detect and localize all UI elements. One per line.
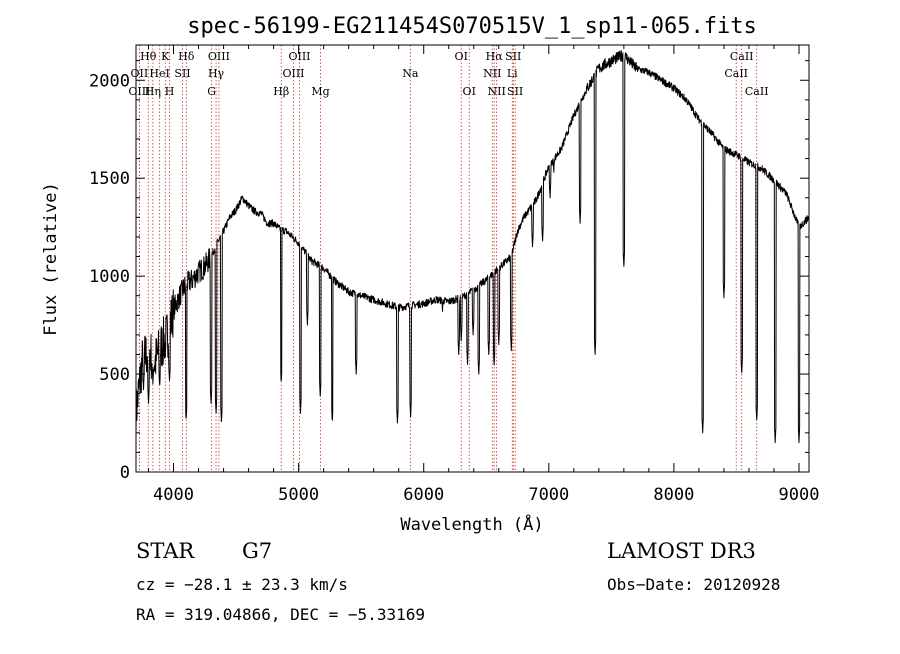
x-tick-label: 9000 xyxy=(779,485,820,505)
y-tick-label: 500 xyxy=(99,365,130,385)
spectral-line-label: Hδ xyxy=(178,50,195,63)
spectral-line-label: Hα xyxy=(486,50,504,63)
spectral-line-label: K xyxy=(161,50,170,63)
y-axis-ticks: 0 500 1000 1500 2000 xyxy=(89,60,809,483)
spectral-line-label: OIII xyxy=(208,50,230,63)
y-tick-label: 2000 xyxy=(89,71,130,91)
spectral-line-label: Mg xyxy=(311,85,329,98)
spectrum-series xyxy=(135,50,810,444)
spectral-line-label: NII xyxy=(487,85,505,98)
object-subclass: G7 xyxy=(242,539,272,563)
spectral-line-label: OIII xyxy=(128,85,150,98)
spectral-line-label: Hβ xyxy=(273,85,289,98)
spectral-line-label: CaII xyxy=(730,50,754,63)
x-tick-label: 8000 xyxy=(653,485,694,505)
spectral-line-label: CaII xyxy=(724,67,748,80)
redshift-readout: cz = −28.1 ± 23.3 km/s xyxy=(136,575,348,594)
spectral-line-label: CaII xyxy=(745,85,769,98)
observation-date: Obs−Date: 20120928 xyxy=(607,575,780,594)
spectral-line-label: OIII xyxy=(288,50,310,63)
x-tick-label: 5000 xyxy=(278,485,319,505)
plot-frame xyxy=(135,44,810,473)
spectral-line-label: Hγ xyxy=(208,67,225,80)
spectral-line-label: Hη xyxy=(145,85,161,98)
spectral-line-label: NII xyxy=(483,67,501,80)
spectrum-line xyxy=(135,50,810,444)
spectral-line-label: SII xyxy=(174,67,190,80)
survey-name: LAMOST DR3 xyxy=(607,539,756,563)
spectral-line-label: OI xyxy=(455,50,468,63)
x-axis-ticks: 4000 5000 6000 7000 8000 9000 xyxy=(148,45,820,505)
object-class: STAR xyxy=(136,539,195,563)
spectral-line-label: Na xyxy=(402,67,419,80)
spectral-line-label: SII xyxy=(507,85,523,98)
spectral-line-label: H xyxy=(165,85,175,98)
spectral-line-label: SII xyxy=(505,50,521,63)
spectral-line-label: Hθ xyxy=(140,50,157,63)
chart-title: spec-56199-EG211454S070515V_1_sp11-065.f… xyxy=(187,14,757,39)
spectral-line-label: HeI xyxy=(149,67,169,80)
x-tick-label: 7000 xyxy=(528,485,569,505)
x-tick-label: 6000 xyxy=(403,485,444,505)
spectral-line-label: Li xyxy=(507,67,518,80)
y-axis-label: Flux (relative) xyxy=(41,182,61,336)
spectral-line-label: OII xyxy=(131,67,149,80)
y-tick-label: 1000 xyxy=(89,267,130,287)
spectral-line-label: OIII xyxy=(282,67,304,80)
x-axis-label: Wavelength (Å) xyxy=(400,513,543,535)
x-tick-label: 4000 xyxy=(153,485,194,505)
y-tick-label: 1500 xyxy=(89,169,130,189)
spectral-line-label: G xyxy=(207,85,216,98)
coordinates-readout: RA = 319.04866, DEC = −5.33169 xyxy=(136,605,425,624)
spectral-line-markers xyxy=(138,45,758,472)
y-tick-label: 0 xyxy=(120,463,130,483)
spectral-line-label: OI xyxy=(463,85,476,98)
